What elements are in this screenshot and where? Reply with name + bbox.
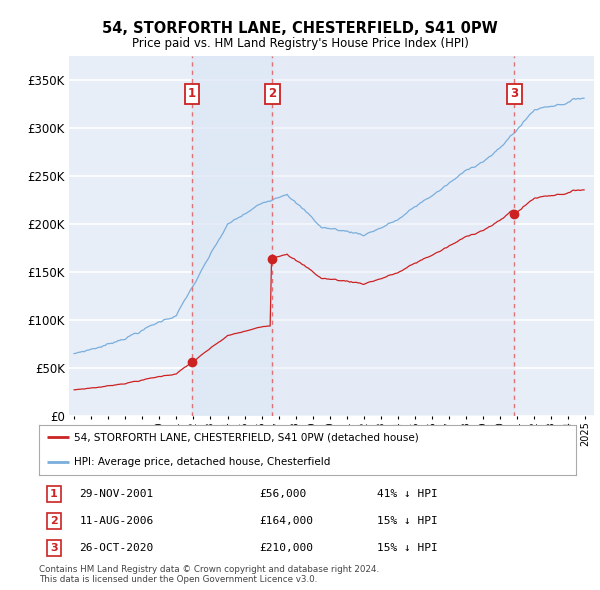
Bar — [192, 56, 272, 416]
Text: 54, STORFORTH LANE, CHESTERFIELD, S41 0PW: 54, STORFORTH LANE, CHESTERFIELD, S41 0P… — [102, 21, 498, 35]
Text: 3: 3 — [510, 87, 518, 100]
Text: Contains HM Land Registry data © Crown copyright and database right 2024.
This d: Contains HM Land Registry data © Crown c… — [39, 565, 379, 584]
Text: 1: 1 — [188, 87, 196, 100]
Text: 29-NOV-2001: 29-NOV-2001 — [79, 489, 154, 499]
Text: 15% ↓ HPI: 15% ↓ HPI — [377, 543, 438, 553]
Text: 54, STORFORTH LANE, CHESTERFIELD, S41 0PW (detached house): 54, STORFORTH LANE, CHESTERFIELD, S41 0P… — [74, 432, 419, 442]
Text: 1: 1 — [50, 489, 58, 499]
Text: 15% ↓ HPI: 15% ↓ HPI — [377, 516, 438, 526]
Text: 41% ↓ HPI: 41% ↓ HPI — [377, 489, 438, 499]
Bar — [272, 56, 514, 416]
Text: 2: 2 — [50, 516, 58, 526]
Text: Price paid vs. HM Land Registry's House Price Index (HPI): Price paid vs. HM Land Registry's House … — [131, 37, 469, 50]
Text: 11-AUG-2006: 11-AUG-2006 — [79, 516, 154, 526]
Text: £210,000: £210,000 — [259, 543, 313, 553]
Text: 2: 2 — [268, 87, 276, 100]
Text: £164,000: £164,000 — [259, 516, 313, 526]
Text: 26-OCT-2020: 26-OCT-2020 — [79, 543, 154, 553]
Text: HPI: Average price, detached house, Chesterfield: HPI: Average price, detached house, Ches… — [74, 457, 330, 467]
Text: 3: 3 — [50, 543, 58, 553]
Text: £56,000: £56,000 — [259, 489, 307, 499]
